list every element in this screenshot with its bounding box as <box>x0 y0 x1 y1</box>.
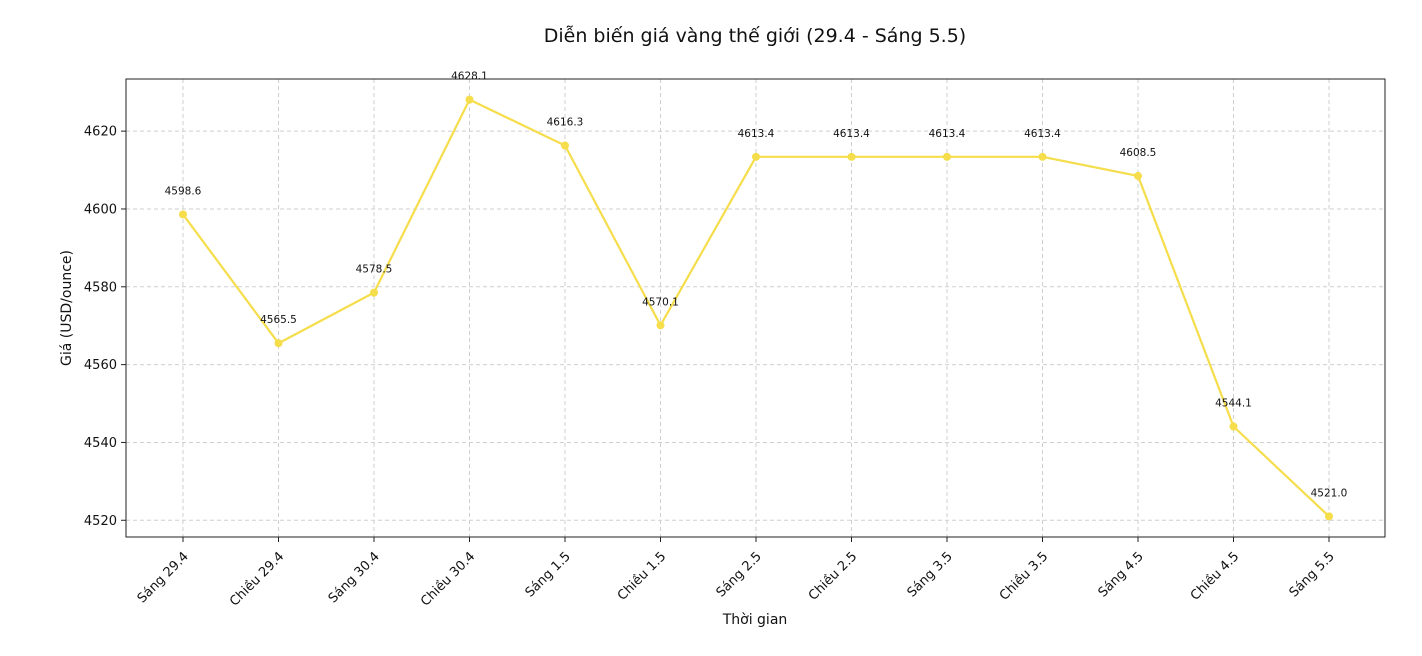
data-label: 4613.4 <box>833 128 870 140</box>
x-tick-label: Sáng 1.5 <box>523 549 574 600</box>
data-label: 4578.5 <box>356 264 393 276</box>
data-label-layer: 4598.6 4565.5 4578.5 4628.1 4616.3 4570.1 4613… <box>165 71 1348 500</box>
data-label: 4628.1 <box>451 71 488 83</box>
x-tick-label: Sáng 29.4 <box>135 549 192 606</box>
y-tick-label: 4560 <box>84 358 117 373</box>
data-point <box>1134 171 1142 180</box>
data-label: 4613.4 <box>738 128 775 140</box>
data-point <box>561 141 569 150</box>
data-label: 4565.5 <box>260 314 297 326</box>
grid-layer <box>126 79 1385 537</box>
chart-title: Diễn biến giá vàng thế giới (29.4 - Sáng… <box>544 24 966 47</box>
x-tick-label: Chiều 29.4 <box>227 549 287 609</box>
x-axis-label: Thời gian <box>722 612 788 628</box>
data-label: 4521.0 <box>1311 487 1348 499</box>
x-tick-label: Chiều 3.5 <box>997 549 1051 603</box>
data-label: 4544.1 <box>1215 397 1252 409</box>
y-tick-label: 4600 <box>84 202 117 217</box>
data-point <box>179 210 187 219</box>
x-tick-label: Chiều 2.5 <box>806 549 860 603</box>
data-point <box>847 152 856 161</box>
data-point <box>752 152 760 161</box>
x-tick-label: Sáng 3.5 <box>905 549 956 600</box>
data-point <box>1325 512 1333 521</box>
y-tick-label: 4620 <box>84 125 117 140</box>
data-point <box>274 339 283 348</box>
data-point <box>1229 422 1238 431</box>
data-label: 4613.4 <box>1024 128 1061 140</box>
y-tick-label: 4540 <box>84 436 117 451</box>
y-tick-label: 4520 <box>84 514 117 529</box>
x-tick-label: Sáng 4.5 <box>1096 549 1147 600</box>
x-tick-label: Chiều 4.5 <box>1188 549 1242 603</box>
data-label: 4598.6 <box>165 185 202 197</box>
data-point <box>1038 152 1047 161</box>
data-label: 4608.5 <box>1120 147 1157 159</box>
x-tick-label: Sáng 5.5 <box>1287 549 1338 600</box>
data-point <box>943 152 951 161</box>
data-point <box>465 95 474 104</box>
x-tick-label: Sáng 2.5 <box>714 549 765 600</box>
data-label: 4570.1 <box>642 296 679 308</box>
series-layer <box>179 95 1333 521</box>
data-label: 4616.3 <box>547 117 584 129</box>
data-label: 4613.4 <box>929 128 966 140</box>
x-tick-label: Chiều 1.5 <box>615 549 669 603</box>
y-axis-label: Giá (USD/ounce) <box>59 250 75 366</box>
data-point <box>370 288 378 297</box>
plot-frame <box>125 78 1386 538</box>
data-point <box>656 321 665 330</box>
x-tick-label: Chiều 30.4 <box>418 549 478 609</box>
y-tick-label: 4580 <box>84 280 117 295</box>
x-tick-label: Sáng 30.4 <box>326 549 383 606</box>
